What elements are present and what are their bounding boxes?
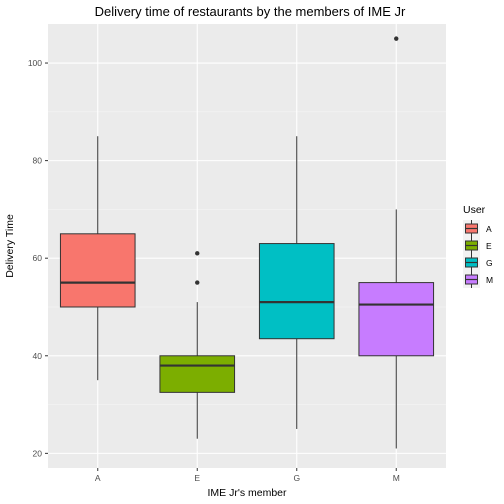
box-M — [358, 36, 435, 449]
y-tick-label: 40 — [33, 351, 43, 361]
legend-key-E — [463, 237, 480, 254]
x-tick-label: M — [393, 473, 400, 483]
box-layer — [59, 36, 435, 449]
legend-key-G — [463, 254, 480, 271]
legend-label-E: E — [486, 241, 492, 251]
outlier-point — [195, 280, 200, 285]
x-tick-label: A — [95, 473, 101, 483]
box-iqr — [358, 282, 435, 357]
y-tick-label: 20 — [33, 448, 43, 458]
legend-label-A: A — [486, 224, 492, 234]
outlier-point — [394, 36, 399, 41]
x-tick-label: G — [293, 473, 300, 483]
box-E — [159, 251, 236, 439]
legend-key-M — [463, 271, 480, 288]
box-iqr — [59, 233, 136, 308]
box-A — [59, 136, 136, 381]
chart-title: Delivery time of restaurants by the memb… — [95, 4, 406, 19]
legend-title: User — [463, 204, 486, 216]
y-tick-label: 80 — [33, 156, 43, 166]
y-tick-label: 100 — [28, 58, 42, 68]
x-tick-label: E — [194, 473, 200, 483]
y-axis-ticks: 20 40 60 80 100 — [28, 58, 48, 458]
y-axis-label: Delivery Time — [4, 214, 16, 278]
box-G — [258, 136, 335, 429]
legend-label-M: M — [486, 275, 493, 285]
x-axis-label: IME Jr's member — [207, 487, 287, 499]
y-tick-label: 60 — [33, 253, 43, 263]
box-iqr — [159, 355, 236, 393]
legend-label-G: G — [486, 258, 493, 268]
outlier-point — [195, 251, 200, 256]
legend-key-A — [463, 220, 480, 237]
box-iqr — [258, 243, 335, 340]
